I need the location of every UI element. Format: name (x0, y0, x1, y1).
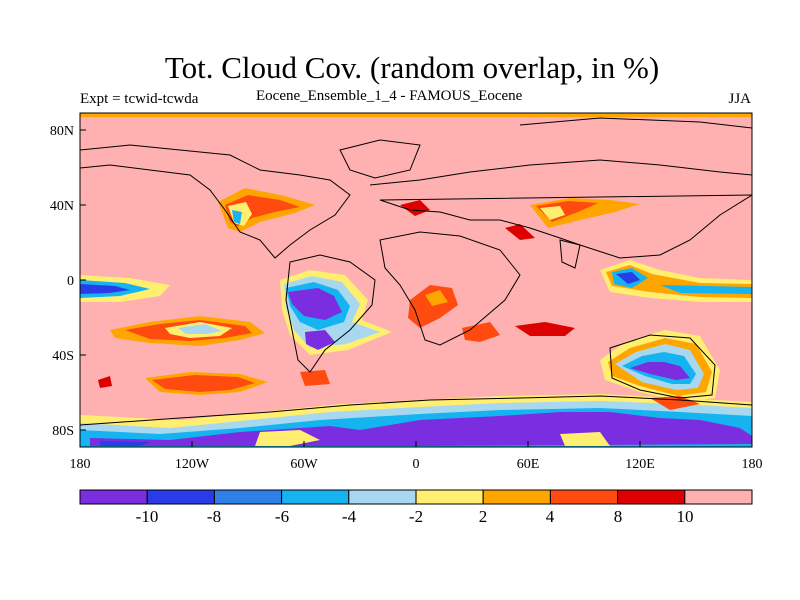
africa-anomaly (408, 285, 575, 342)
x-tick-label: 0 (413, 457, 420, 472)
colorbar-box (213, 489, 283, 505)
colorbar-label: -4 (341, 507, 357, 526)
y-tick-label: 0 (67, 274, 74, 289)
colorbar-box (281, 489, 350, 505)
x-tick-label: 60E (517, 457, 540, 472)
asia-anomaly (505, 198, 640, 240)
colorbar-label: 2 (478, 507, 488, 526)
colorbar-box (482, 489, 551, 505)
west-pacific-anomaly (80, 275, 170, 302)
colorbar-label: -2 (408, 507, 424, 526)
colorbar-box (415, 489, 484, 505)
maritime-anomaly (600, 260, 752, 302)
colorbar-box (79, 489, 148, 505)
x-tick-label: 180 (742, 457, 763, 472)
colorbar-label: 8 (613, 507, 623, 526)
season-label: JJA (728, 91, 751, 107)
x-axis (79, 441, 753, 447)
colorbar-label: -6 (274, 507, 290, 526)
y-tick-label: 80S (52, 424, 74, 439)
colorbar-box (617, 489, 686, 505)
x-tick-label: 120E (625, 457, 655, 472)
x-tick-label: 60W (290, 457, 318, 472)
chart-title: Tot. Cloud Cov. (random overlap, in %) (164, 50, 660, 85)
x-tick-label: 120W (175, 457, 210, 472)
ensemble-label: Eocene_Ensemble_1_4 - FAMOUS_Eocene (256, 88, 523, 104)
y-tick-label: 40N (50, 199, 74, 214)
colorbar-box (684, 489, 753, 505)
colorbar (79, 489, 753, 505)
colorbar-label: -8 (206, 507, 222, 526)
south-pacific-anomaly (110, 316, 268, 395)
colorbar-label: 10 (676, 507, 694, 526)
north-america-anomaly (218, 188, 315, 232)
north-pacific-spot (98, 376, 112, 388)
south-america-anomaly (280, 270, 392, 355)
x-tick-label: 180 (70, 457, 91, 472)
y-axis (80, 129, 86, 431)
south-atlantic-anomaly (300, 370, 330, 386)
antarctic-anomaly (80, 394, 752, 447)
y-tick-label: 40S (52, 349, 74, 364)
map-panel (80, 113, 752, 447)
colorbar-box (348, 489, 417, 505)
europe-anomaly (400, 200, 430, 216)
colorbar-box (146, 489, 215, 505)
colorbar-label: -10 (135, 507, 159, 526)
coastlines (80, 117, 752, 426)
experiment-label: Expt = tcwid-tcwda (80, 91, 199, 107)
colorbar-box (549, 489, 619, 505)
australia-anomaly (600, 330, 720, 410)
y-tick-label: 80N (50, 124, 74, 139)
colorbar-label: 4 (545, 507, 555, 526)
